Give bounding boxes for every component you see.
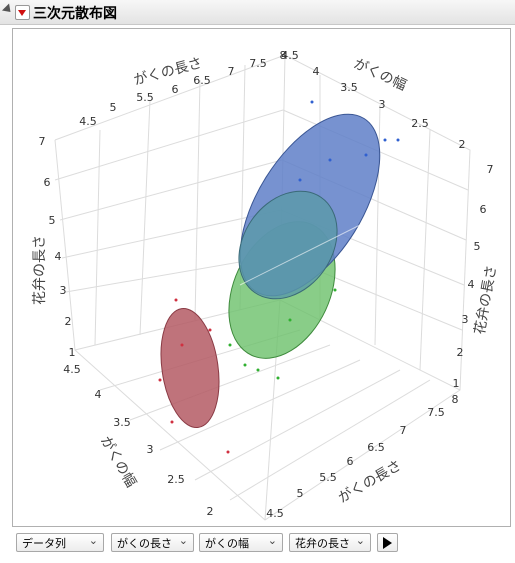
- tick-label: 1: [69, 346, 76, 359]
- tick-label: 2: [65, 315, 72, 328]
- scene: がくの長さ4.555.566.577.58がくの幅4.543.532.52花弁の…: [32, 49, 500, 521]
- tick-label: 6: [480, 203, 487, 216]
- tick-label: 1: [453, 377, 460, 390]
- scatter-3d[interactable]: がくの長さ4.555.566.577.58がくの幅4.543.532.52花弁の…: [13, 29, 510, 526]
- axis-label: がくの幅: [351, 56, 409, 94]
- tick-label: 5: [297, 487, 304, 500]
- tick-label: 2: [457, 346, 464, 359]
- tick-label: 6.5: [193, 74, 211, 87]
- tick-label: 3: [60, 284, 67, 297]
- tick-label: 4: [313, 65, 320, 78]
- sheen: [239, 224, 361, 286]
- tick-label: 7: [228, 65, 235, 78]
- tick-label: 4.5: [79, 115, 97, 128]
- tick-label: 4.5: [266, 507, 284, 520]
- disclosure[interactable]: [1, 3, 15, 16]
- tick-label: 3.5: [113, 416, 131, 429]
- tick-label: 7: [487, 163, 494, 176]
- tick-label: 5: [49, 214, 56, 227]
- axis-label: 花弁の長さ: [472, 264, 500, 336]
- points: [158, 100, 400, 454]
- grid: [54, 54, 471, 521]
- plot-frame: がくの長さ 4.5 5 5.5 6 6.5 7 7.5 8 がくの幅 4.5 4 3.5 3 2.5 2 花弁の…: [12, 28, 511, 527]
- go-button[interactable]: [377, 533, 398, 552]
- axis-label: 花弁の長さ: [32, 235, 48, 305]
- title: 三次元散布図: [33, 6, 117, 22]
- dropdown[interactable]: がくの長さ: [111, 531, 194, 552]
- tick-label: 5.5: [136, 91, 154, 104]
- dropdown[interactable]: データ列: [16, 531, 104, 552]
- red-menu[interactable]: [15, 5, 30, 20]
- tick-label: 6: [172, 83, 179, 96]
- header: 三次元散布図: [0, 0, 515, 25]
- dropdown[interactable]: がくの幅: [199, 531, 283, 552]
- tick-label: 3: [147, 443, 154, 456]
- tick-label: 5.5: [319, 471, 337, 484]
- tick-label: 6.5: [367, 441, 385, 454]
- tick-label: 6: [44, 176, 51, 189]
- tick-label: 8: [452, 393, 459, 406]
- tick-label: 4.5: [281, 49, 299, 62]
- tick-label: 4: [55, 250, 62, 263]
- tick-label: 2.5: [411, 117, 429, 130]
- tick-label: 6: [347, 455, 354, 468]
- tick-label: 4: [468, 278, 475, 291]
- tick-label: 5: [474, 240, 481, 253]
- tick-label: 7.5: [427, 406, 445, 419]
- tick-label: 3: [462, 313, 469, 326]
- tick-label: 7: [400, 424, 407, 437]
- tick-label: 7.5: [249, 57, 267, 70]
- tick-label: 7: [39, 135, 46, 148]
- tick-label: 2: [459, 138, 466, 151]
- tick-label: 3: [379, 98, 386, 111]
- dropdown[interactable]: 花弁の長さ: [289, 531, 371, 552]
- axis-label: がくの幅: [97, 434, 139, 490]
- tick-label: 4.5: [63, 363, 81, 376]
- ellipsoid-overlap: [238, 190, 338, 300]
- tick-label: 8: [280, 49, 287, 62]
- tick-label: 4: [95, 388, 102, 401]
- tick-label: 3.5: [340, 81, 358, 94]
- tick-label: 2: [207, 505, 214, 518]
- ellipsoid-red: [160, 307, 220, 429]
- tick-label: 5: [110, 101, 117, 114]
- tick-label: 2.5: [167, 473, 185, 486]
